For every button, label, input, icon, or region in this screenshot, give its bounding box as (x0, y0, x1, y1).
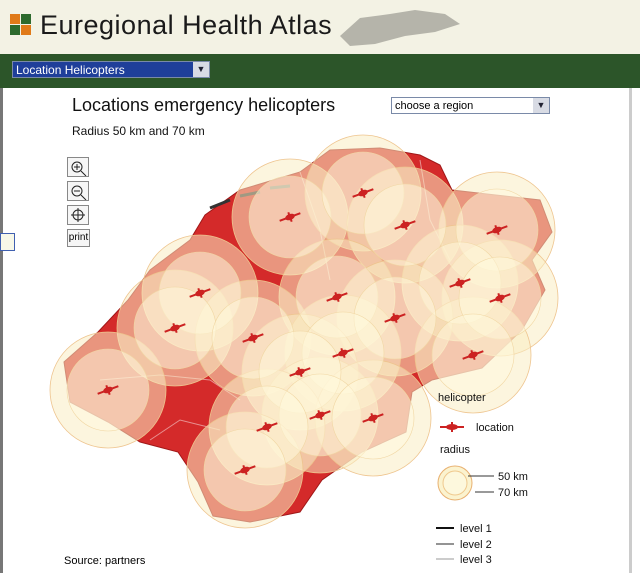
helicopter (242, 332, 264, 344)
helicopter (332, 347, 354, 359)
map-subtitle: Radius 50 km and 70 km (72, 124, 205, 138)
helicopter (486, 224, 508, 236)
source: Source: partners (64, 555, 146, 567)
helicopter (462, 349, 484, 361)
helicopter (256, 421, 278, 433)
helicopter-locations (97, 187, 511, 476)
map (49, 134, 559, 529)
helicopter (362, 412, 384, 424)
side-tab[interactable] (0, 233, 15, 251)
region-select[interactable]: choose a region ▼ (391, 97, 550, 114)
body (170, 324, 180, 332)
body (390, 314, 400, 322)
helicopter (164, 322, 186, 334)
body (368, 414, 378, 422)
select-arrow[interactable]: ▼ (193, 62, 209, 77)
body (338, 349, 348, 357)
helicopter (234, 464, 256, 476)
body (400, 221, 410, 229)
body (492, 226, 502, 234)
helicopter (352, 187, 374, 199)
helicopter (384, 312, 406, 324)
legend-heading: helicopter (438, 392, 486, 404)
theme-select[interactable]: Location Helicopters ▼ (12, 61, 210, 78)
body (295, 368, 305, 376)
zoom-in-button[interactable] (67, 157, 89, 177)
legend-label: level 2 (460, 539, 492, 551)
helicopter (279, 211, 301, 223)
select-arrow[interactable]: ▼ (533, 98, 549, 113)
legend-label: 70 km (498, 487, 528, 499)
legend: helicopter location radius 50 km 70 km l… (436, 392, 528, 566)
header: Euregional Health Atlas (0, 0, 640, 54)
body (455, 279, 465, 287)
legend-helicopter-icon (440, 422, 464, 432)
helicopter (189, 287, 211, 299)
helicopter (449, 277, 471, 289)
header-map-graphic (340, 10, 460, 46)
body (262, 423, 272, 431)
center-button[interactable] (67, 205, 89, 225)
helicopter (97, 384, 119, 396)
select-text: Location Helicopters (16, 63, 125, 77)
select-text: choose a region (395, 100, 474, 112)
body (195, 289, 205, 297)
body (240, 466, 250, 474)
legend-label: level 1 (460, 523, 492, 535)
legend-label: level 3 (460, 554, 492, 566)
legend-heading: radius (440, 444, 470, 456)
helicopter (289, 366, 311, 378)
legend-inner-circle (442, 470, 468, 496)
legend-pointer (468, 475, 494, 493)
map-panel (0, 88, 632, 573)
logo (10, 14, 31, 35)
body (248, 334, 258, 342)
body (358, 189, 368, 197)
helicopter (394, 219, 416, 231)
body (103, 386, 113, 394)
zoom-out-button[interactable] (67, 181, 89, 201)
helicopter (489, 292, 511, 304)
body (332, 293, 342, 301)
helicopter (326, 291, 348, 303)
legend-label: location (476, 422, 514, 434)
helicopter (309, 409, 331, 421)
map-title: Locations emergency helicopters (72, 95, 336, 115)
app-title: Euregional Health Atlas (40, 10, 333, 40)
body (468, 351, 478, 359)
body (315, 411, 325, 419)
body (285, 213, 295, 221)
legend-label: 50 km (498, 471, 528, 483)
body (495, 294, 505, 302)
print-button[interactable]: print (67, 229, 90, 247)
